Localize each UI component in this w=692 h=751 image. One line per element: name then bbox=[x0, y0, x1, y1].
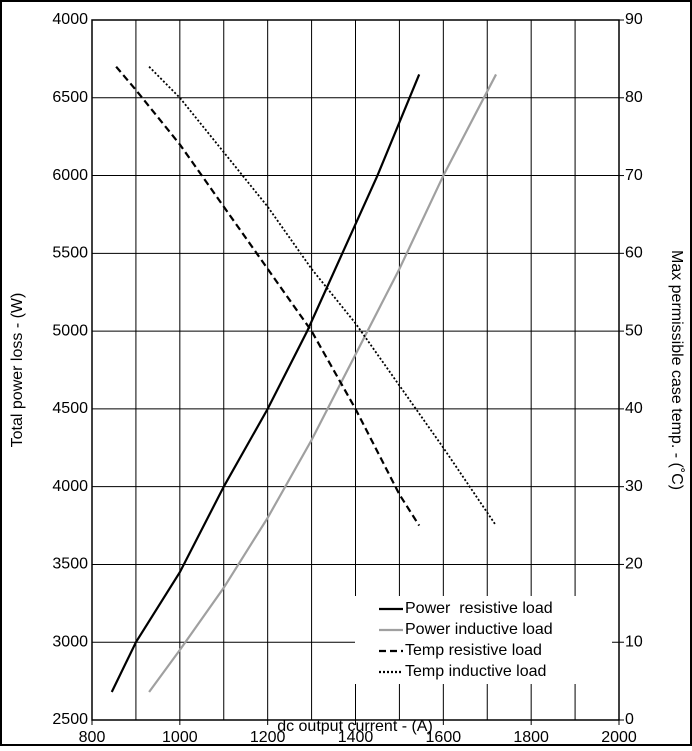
y-tick-label: 6500 bbox=[52, 89, 88, 106]
legend-box bbox=[355, 596, 612, 684]
y2-tick-label: 0 bbox=[625, 711, 634, 728]
y2-tick-label: 60 bbox=[625, 245, 643, 262]
x-tick-label: 1800 bbox=[513, 729, 549, 746]
y-tick-label: 4500 bbox=[52, 400, 88, 417]
x-tick-label: 1000 bbox=[162, 729, 198, 746]
series-line bbox=[148, 66, 497, 527]
series-line bbox=[148, 73, 498, 693]
y2-tick-label: 40 bbox=[625, 400, 643, 417]
y-tick-label: 5500 bbox=[52, 245, 88, 262]
legend-label: Power resistive load bbox=[405, 600, 553, 617]
x-tick-label: 1200 bbox=[250, 729, 286, 746]
legend-label: Power inductive load bbox=[405, 621, 553, 638]
y2-tick-label: 70 bbox=[625, 167, 643, 184]
y-tick-label: 2500 bbox=[52, 711, 88, 728]
y-tick-label: 4000 bbox=[52, 11, 88, 28]
y2-tick-label: 10 bbox=[625, 633, 643, 650]
y-tick-label: 3500 bbox=[52, 556, 88, 573]
y-tick-label: 4000 bbox=[52, 478, 88, 495]
y2-axis-title: Max permissible case temp. - (˚C) bbox=[668, 250, 685, 490]
legend-label: Temp inductive load bbox=[405, 663, 546, 680]
x-tick-label: 1400 bbox=[338, 729, 374, 746]
legend-label: Temp resistive load bbox=[405, 642, 542, 659]
x-tick-label: 800 bbox=[79, 729, 106, 746]
y2-tick-label: 30 bbox=[625, 478, 643, 495]
y2-tick-label: 50 bbox=[625, 322, 643, 339]
series-line bbox=[110, 74, 421, 693]
y2-tick-label: 20 bbox=[625, 556, 643, 573]
y-tick-label: 3000 bbox=[52, 633, 88, 650]
y-axis-title: Total power loss - (W) bbox=[9, 293, 26, 448]
x-tick-label: 2000 bbox=[601, 729, 637, 746]
y2-tick-label: 90 bbox=[625, 11, 643, 28]
y-tick-label: 5000 bbox=[52, 322, 88, 339]
plot-border bbox=[91, 19, 620, 721]
x-axis-title: dc output current - (A) bbox=[277, 718, 433, 735]
x-tick-label: 1600 bbox=[426, 729, 462, 746]
y-tick-label: 6000 bbox=[52, 167, 88, 184]
y2-tick-label: 80 bbox=[625, 89, 643, 106]
